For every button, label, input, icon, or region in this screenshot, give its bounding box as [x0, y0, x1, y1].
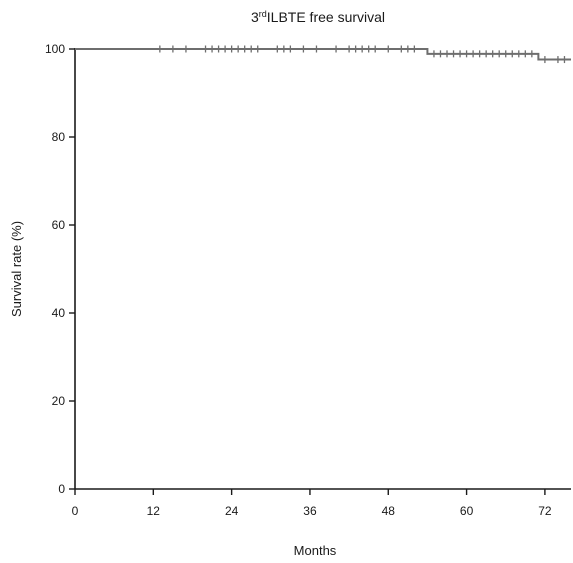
y-tick-label-5: 100 [45, 42, 65, 56]
survival-line-0 [75, 48, 571, 61]
chart-title-superscript: rd [259, 9, 267, 19]
chart-title-main: ILBTE free survival [267, 9, 385, 25]
x-tick-label-5: 60 [460, 504, 474, 518]
chart-title: 3rdILBTE free survival [251, 9, 385, 25]
x-axis-title: Months [294, 543, 337, 558]
y-tick-label-1: 20 [52, 394, 66, 408]
y-axis-title: Survival rate (%) [9, 221, 24, 317]
y-tick-label-4: 80 [52, 130, 66, 144]
y-tick-label-2: 40 [52, 306, 66, 320]
x-tick-label-3: 36 [303, 504, 317, 518]
chart-title-prefix: 3 [251, 9, 259, 25]
x-tick-label-4: 48 [382, 504, 396, 518]
x-tick-label-1: 12 [147, 504, 161, 518]
y-tick-label-3: 60 [52, 218, 66, 232]
x-tick-label-0: 0 [72, 504, 79, 518]
axes: 0 12 24 36 48 60 72 0 20 40 60 80 100 [45, 42, 571, 518]
plot-area [75, 45, 571, 64]
y-tick-label-0: 0 [58, 482, 65, 496]
x-tick-label-2: 24 [225, 504, 239, 518]
x-tick-label-6: 72 [538, 504, 552, 518]
